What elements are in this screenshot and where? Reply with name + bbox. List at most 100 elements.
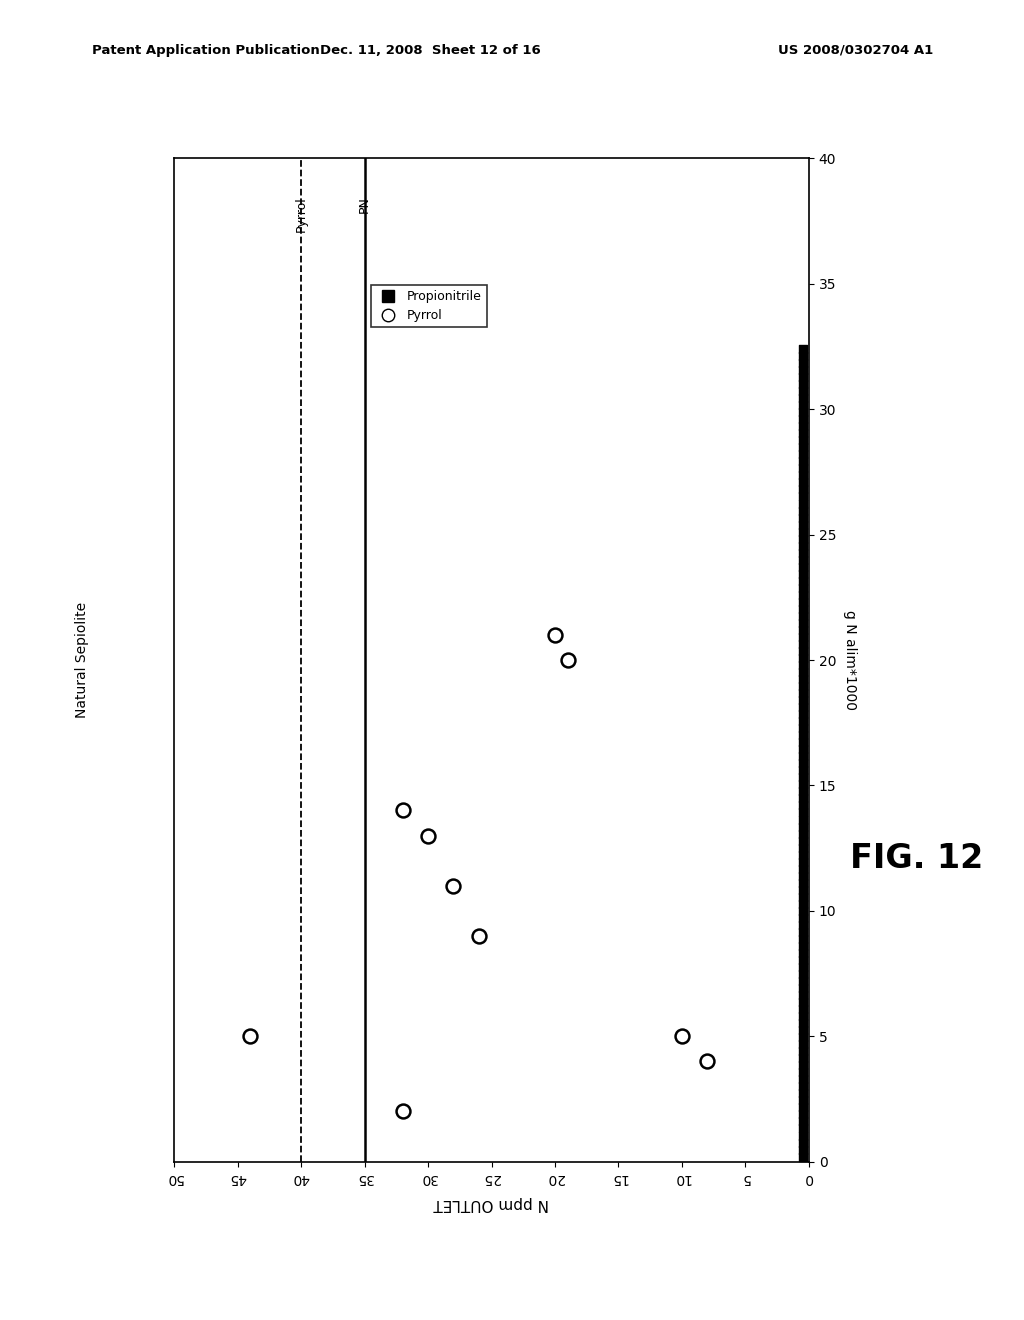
Point: [795, 697, 811, 718]
Point: [795, 746, 811, 767]
Point: [795, 809, 811, 830]
Y-axis label: g N alim*1000: g N alim*1000: [843, 610, 857, 710]
Point: [795, 458, 811, 479]
Point: [445, 875, 462, 896]
Point: [394, 1101, 411, 1122]
Point: [795, 795, 811, 816]
Point: [795, 865, 811, 886]
Point: [795, 788, 811, 809]
Point: [795, 380, 811, 401]
Point: [795, 598, 811, 619]
Point: [394, 800, 411, 821]
Point: [795, 543, 811, 564]
Point: [795, 907, 811, 928]
Point: [795, 492, 811, 513]
Point: [795, 486, 811, 507]
Point: [795, 1111, 811, 1133]
Point: [795, 437, 811, 458]
Point: [795, 710, 811, 731]
Point: [795, 338, 811, 359]
Point: [795, 395, 811, 416]
Point: [795, 985, 811, 1006]
Point: [795, 1104, 811, 1125]
Point: [795, 1006, 811, 1027]
Point: [795, 830, 811, 851]
Point: [795, 676, 811, 697]
Point: [795, 1082, 811, 1104]
Point: [795, 619, 811, 640]
Point: [795, 401, 811, 422]
Text: PN: PN: [358, 195, 371, 213]
Point: [795, 451, 811, 473]
Point: [795, 998, 811, 1019]
Point: [795, 879, 811, 900]
Point: [795, 752, 811, 774]
Point: [795, 873, 811, 894]
Point: [795, 837, 811, 858]
Point: [795, 647, 811, 668]
Point: [795, 1027, 811, 1048]
Text: Dec. 11, 2008  Sheet 12 of 16: Dec. 11, 2008 Sheet 12 of 16: [319, 44, 541, 57]
Point: [795, 760, 811, 781]
Point: [795, 978, 811, 999]
Point: [795, 521, 811, 543]
Point: [795, 964, 811, 985]
Point: [795, 1019, 811, 1040]
Point: [795, 661, 811, 682]
Point: [795, 942, 811, 964]
Point: [795, 915, 811, 936]
Point: [795, 668, 811, 689]
Point: [795, 388, 811, 409]
Point: [795, 921, 811, 942]
Point: [795, 843, 811, 865]
Point: [795, 570, 811, 591]
Point: [795, 627, 811, 648]
Point: [674, 1026, 690, 1047]
Point: [795, 564, 811, 585]
Point: [795, 718, 811, 739]
X-axis label: N ppm OUTLET: N ppm OUTLET: [434, 1196, 549, 1212]
Point: [795, 886, 811, 907]
Point: [795, 591, 811, 612]
Point: [795, 991, 811, 1012]
Point: [795, 1118, 811, 1139]
Point: [795, 416, 811, 437]
Point: [795, 936, 811, 957]
Text: Natural Sepiolite: Natural Sepiolite: [75, 602, 89, 718]
Point: [795, 774, 811, 795]
Text: Pyrrol: Pyrrol: [295, 195, 307, 232]
Point: [795, 900, 811, 921]
Point: [795, 409, 811, 430]
Point: [795, 528, 811, 549]
Point: [795, 655, 811, 676]
Point: [795, 556, 811, 577]
Point: [795, 479, 811, 500]
Point: [795, 1090, 811, 1111]
Point: [795, 781, 811, 803]
Point: [795, 513, 811, 535]
Point: [795, 471, 811, 492]
Point: [795, 816, 811, 837]
Point: [795, 606, 811, 627]
Text: US 2008/0302704 A1: US 2008/0302704 A1: [778, 44, 934, 57]
Point: [420, 825, 436, 846]
Point: [795, 640, 811, 661]
Point: [795, 1097, 811, 1118]
Point: [795, 1139, 811, 1160]
Point: [795, 367, 811, 388]
Point: [795, 1040, 811, 1061]
Point: [795, 1061, 811, 1082]
Point: [699, 1051, 716, 1072]
Point: [242, 1026, 258, 1047]
Point: [795, 822, 811, 843]
Point: [795, 894, 811, 915]
Point: [795, 803, 811, 824]
Point: [795, 851, 811, 873]
Point: [795, 549, 811, 570]
Point: [795, 957, 811, 978]
Point: [795, 970, 811, 991]
Point: [559, 649, 575, 671]
Point: [795, 725, 811, 746]
Point: [795, 346, 811, 367]
Point: [795, 1069, 811, 1090]
